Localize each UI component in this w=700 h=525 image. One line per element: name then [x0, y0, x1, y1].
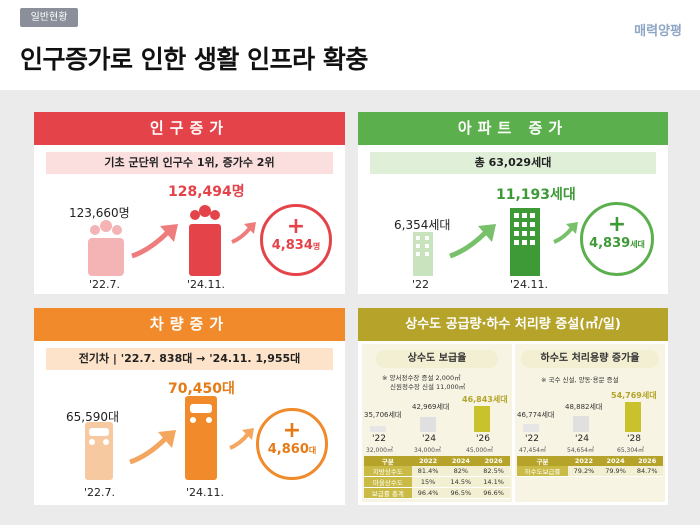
table-row: 마을상수도 15% 14.5% 14.1% — [364, 476, 510, 488]
car-icon — [185, 396, 217, 480]
supply-bar-label-2: 42,969세대 — [412, 403, 450, 411]
population-increase-badge: + 4,834명 — [260, 204, 332, 276]
water-header: 상수도 공급량·하수 처리량 증설(㎥/일) — [358, 308, 668, 341]
sewage-bar-capacity-3: 65,304㎥ — [617, 447, 644, 454]
apartment-subtitle: 총 63,029세대 — [370, 152, 656, 174]
table-row: 보급률 총계 96.4% 96.5% 96.6% — [364, 487, 510, 499]
table-row: 하수도보급률 79.2% 79.9% 84.7% — [517, 466, 663, 477]
population-before-value: 123,660명 — [69, 206, 130, 220]
vehicle-before-value: 65,590대 — [66, 410, 120, 424]
people-icon-faded — [88, 220, 124, 276]
supply-bar-2 — [420, 417, 436, 432]
vehicle-increase-unit: 대 — [308, 446, 317, 455]
sewage-bar-year-1: '22 — [525, 434, 539, 444]
page-title: 인구증가로 인한 생활 인프라 확충 — [20, 45, 368, 74]
sewage-title: 하수도 처리용량 증가율 — [521, 350, 659, 368]
header: 일반현황 매력양평 인구증가로 인한 생활 인프라 확충 — [0, 0, 700, 90]
apartment-before-value: 6,354세대 — [394, 218, 451, 232]
growth-arrow-icon — [449, 224, 496, 259]
brand-logo: 매력양평 — [634, 24, 682, 39]
supply-bar-capacity-1: 32,000㎥ — [366, 447, 393, 454]
supply-bar-year-2: '24 — [422, 434, 436, 444]
apartment-increase-badge: + 4,839세대 — [580, 202, 654, 276]
supply-bar-label-1: 35,706세대 — [364, 411, 402, 419]
supply-bar-label-3: 46,843세대 — [462, 395, 508, 404]
growth-arrow-icon — [129, 430, 176, 465]
sewage-bar-label-1: 46,774세대 — [517, 411, 555, 419]
people-icon — [189, 205, 221, 276]
population-header: 인구증가 — [34, 112, 345, 145]
sewage-note-1: ※ 국수 신설, 양동·용문 증설 — [541, 376, 619, 384]
population-after-date: '24.11. — [187, 278, 226, 291]
small-arrow-icon — [231, 222, 256, 244]
sewage-bar-2 — [573, 416, 589, 432]
small-arrow-icon — [553, 222, 578, 244]
table-header-row: 구분 2022 2024 2026 — [517, 456, 663, 466]
population-before-date: '22.7. — [89, 278, 121, 291]
apartment-after-date: '24.11. — [510, 278, 549, 291]
sewage-section: 하수도 처리용량 증가율 ※ 국수 신설, 양동·용문 증설 46,774세대 … — [515, 344, 665, 502]
vehicle-before-date: '22.7. — [84, 486, 116, 499]
apartment-increase-value: 4,839 — [589, 236, 631, 251]
sewage-table: 구분 2022 2024 2026 하수도보급률 79.2% 79.9% 84.… — [517, 456, 663, 477]
sewage-bar-year-2: '24 — [575, 434, 589, 444]
population-after-value: 128,494명 — [168, 184, 245, 200]
vehicle-after-value: 70,450대 — [168, 381, 235, 397]
population-panel: 인구증가 기초 군단위 인구수 1위, 증가수 2위 123,660명 '22.… — [34, 112, 345, 294]
population-increase-value: 4,834 — [271, 238, 313, 253]
section-tag: 일반현황 — [20, 8, 78, 27]
vehicle-header: 차량증가 — [34, 308, 345, 341]
vehicle-subtitle: 전기차 | '22.7. 838대 → '24.11. 1,955대 — [46, 348, 333, 370]
vehicle-increase-badge: + 4,860대 — [256, 408, 328, 480]
supply-bar-year-1: '22 — [372, 434, 386, 444]
sewage-bar-label-3: 54,769세대 — [611, 391, 657, 400]
apartment-after-value: 11,193세대 — [496, 187, 576, 203]
supply-table: 구분 2022 2024 2026 지방상수도 81.4% 82% 82.5% … — [364, 456, 510, 499]
sewage-bar-capacity-2: 54,654㎥ — [567, 447, 594, 454]
apartment-panel: 아파트 증가 총 63,029세대 6,354세대 '22 11,193세대 '… — [358, 112, 668, 294]
supply-note-1: ※ 양서정수장 증설 2,000㎥ — [382, 374, 461, 382]
vehicle-panel: 차량증가 전기차 | '22.7. 838대 → '24.11. 1,955대 … — [34, 308, 345, 505]
table-header-row: 구분 2022 2024 2026 — [364, 456, 510, 466]
population-increase-unit: 명 — [312, 242, 321, 251]
supply-bar-capacity-3: 45,000㎥ — [466, 447, 493, 454]
vehicle-increase-value: 4,860 — [267, 442, 309, 457]
apartment-before-date: '22 — [412, 278, 430, 291]
apartment-increase-unit: 세대 — [630, 240, 645, 249]
water-panel: 상수도 공급량·하수 처리량 증설(㎥/일) 상수도 보급율 ※ 양서정수장 증… — [358, 308, 668, 505]
population-subtitle: 기초 군단위 인구수 1위, 증가수 2위 — [46, 152, 333, 174]
building-icon-faded — [413, 232, 433, 276]
sewage-bar-1 — [523, 424, 539, 432]
supply-note-2: 신원정수장 신설 11,000㎥ — [390, 383, 466, 391]
table-row: 지방상수도 81.4% 82% 82.5% — [364, 466, 510, 477]
vehicle-after-date: '24.11. — [186, 486, 225, 499]
growth-arrow-icon — [131, 224, 178, 259]
car-icon-faded — [85, 422, 113, 480]
sewage-bar-label-2: 48,882세대 — [565, 403, 603, 411]
supply-section: 상수도 보급율 ※ 양서정수장 증설 2,000㎥ 신원정수장 신설 11,00… — [362, 344, 512, 502]
small-arrow-icon — [229, 428, 254, 450]
supply-bar-capacity-2: 34,000㎥ — [414, 447, 441, 454]
sewage-bar-3 — [625, 402, 641, 432]
supply-bar-year-3: '26 — [476, 434, 490, 444]
supply-bar-3 — [474, 406, 490, 432]
supply-title: 상수도 보급율 — [376, 350, 498, 368]
sewage-bar-year-3: '28 — [627, 434, 641, 444]
building-icon — [510, 208, 540, 276]
supply-bar-1 — [370, 426, 386, 432]
apartment-header: 아파트 증가 — [358, 112, 668, 145]
sewage-bar-capacity-1: 47,454㎥ — [519, 447, 546, 454]
